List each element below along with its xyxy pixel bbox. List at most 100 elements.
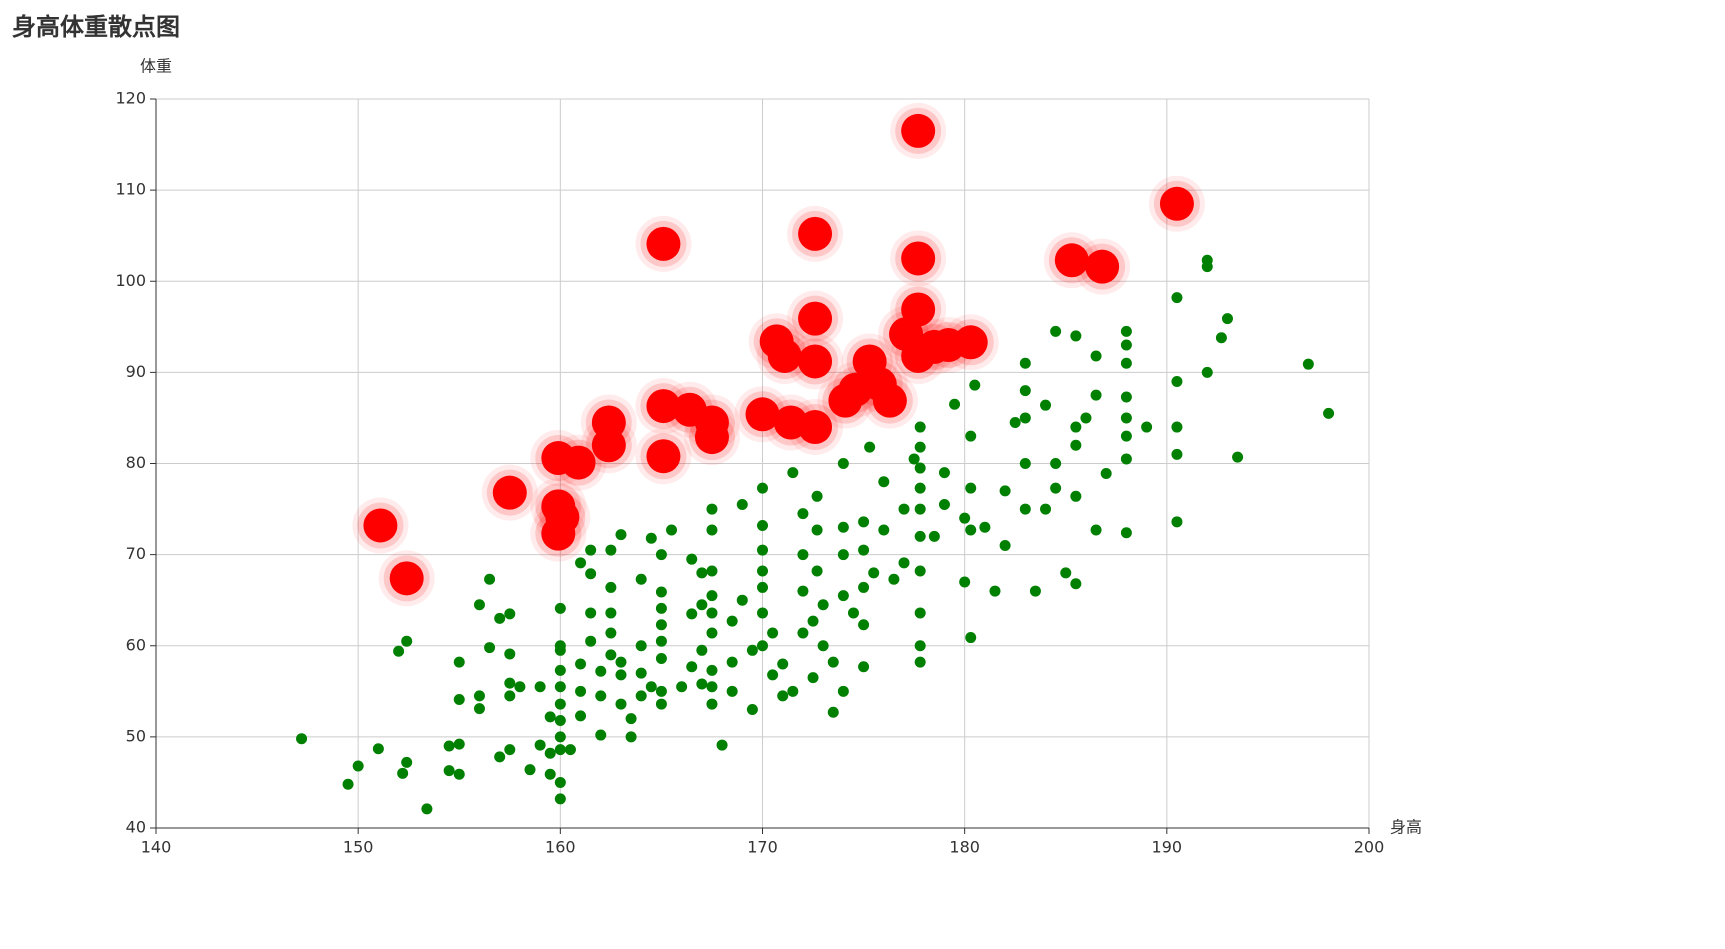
point: [605, 581, 617, 593]
point: [1323, 407, 1335, 419]
point: [908, 453, 920, 465]
point: [504, 677, 516, 689]
y-tick-label: 50: [126, 726, 146, 745]
point: [798, 216, 833, 251]
point: [554, 776, 566, 788]
point: [595, 665, 607, 677]
point: [757, 482, 768, 494]
point: [655, 635, 667, 647]
point: [1009, 416, 1021, 428]
point: [625, 731, 637, 743]
point: [554, 714, 566, 726]
point: [914, 503, 926, 515]
point: [635, 690, 647, 702]
point: [1019, 385, 1031, 397]
point: [561, 445, 596, 480]
point: [928, 530, 940, 542]
point: [837, 458, 849, 469]
point: [453, 694, 465, 706]
point: [473, 703, 485, 715]
point: [646, 439, 681, 474]
point: [811, 490, 823, 502]
point: [545, 500, 580, 535]
point: [706, 524, 718, 536]
point: [504, 744, 516, 756]
point: [635, 573, 647, 585]
point: [706, 590, 718, 602]
point: [363, 508, 398, 543]
point: [1060, 567, 1072, 579]
point: [504, 648, 516, 660]
point: [858, 661, 870, 673]
point: [655, 549, 667, 561]
point: [811, 565, 823, 577]
point: [554, 681, 566, 693]
point: [1040, 399, 1052, 411]
point: [726, 685, 738, 697]
point: [514, 681, 526, 693]
point: [1171, 421, 1183, 433]
point: [655, 698, 667, 710]
point: [837, 685, 849, 697]
point: [696, 567, 708, 579]
point: [534, 681, 546, 693]
point: [686, 608, 698, 620]
point: [1232, 451, 1244, 463]
point: [914, 640, 926, 652]
point: [492, 475, 527, 510]
point: [1171, 292, 1183, 304]
point: [938, 499, 950, 511]
point: [694, 420, 729, 455]
point: [746, 704, 758, 716]
point: [938, 467, 950, 479]
point: [969, 379, 981, 391]
point: [858, 619, 870, 631]
y-tick-label: 70: [126, 544, 146, 563]
point: [868, 567, 880, 579]
point: [605, 649, 617, 661]
point: [736, 594, 748, 606]
point: [914, 462, 926, 474]
point: [393, 645, 405, 657]
point: [1120, 357, 1132, 369]
point: [1141, 421, 1153, 433]
point: [757, 640, 768, 652]
point: [484, 642, 496, 654]
point: [453, 738, 465, 750]
point: [1070, 490, 1082, 502]
point: [1054, 243, 1089, 278]
point: [767, 338, 802, 373]
x-tick-label: 140: [141, 838, 172, 857]
x-tick-label: 150: [343, 838, 374, 857]
point: [901, 113, 936, 148]
point: [949, 398, 961, 410]
point: [1019, 412, 1031, 424]
point: [676, 681, 688, 693]
point: [554, 602, 566, 614]
point: [953, 325, 988, 360]
point: [1019, 357, 1031, 369]
point: [564, 744, 576, 756]
point: [591, 428, 626, 463]
point: [965, 430, 977, 442]
point: [1019, 503, 1031, 515]
point: [585, 607, 597, 619]
point: [1080, 412, 1092, 424]
y-tick-label: 120: [115, 89, 146, 108]
point: [605, 544, 617, 556]
point: [1050, 458, 1062, 469]
point: [898, 557, 910, 569]
y-axis-name: 体重: [140, 57, 172, 76]
point: [827, 656, 839, 668]
point: [655, 653, 667, 665]
point: [1159, 186, 1194, 221]
point: [858, 544, 870, 556]
point: [585, 635, 597, 647]
point: [615, 698, 627, 710]
y-tick-label: 90: [126, 362, 146, 381]
point: [777, 690, 789, 702]
point: [1171, 516, 1183, 528]
point: [585, 544, 597, 556]
point: [1171, 448, 1183, 460]
